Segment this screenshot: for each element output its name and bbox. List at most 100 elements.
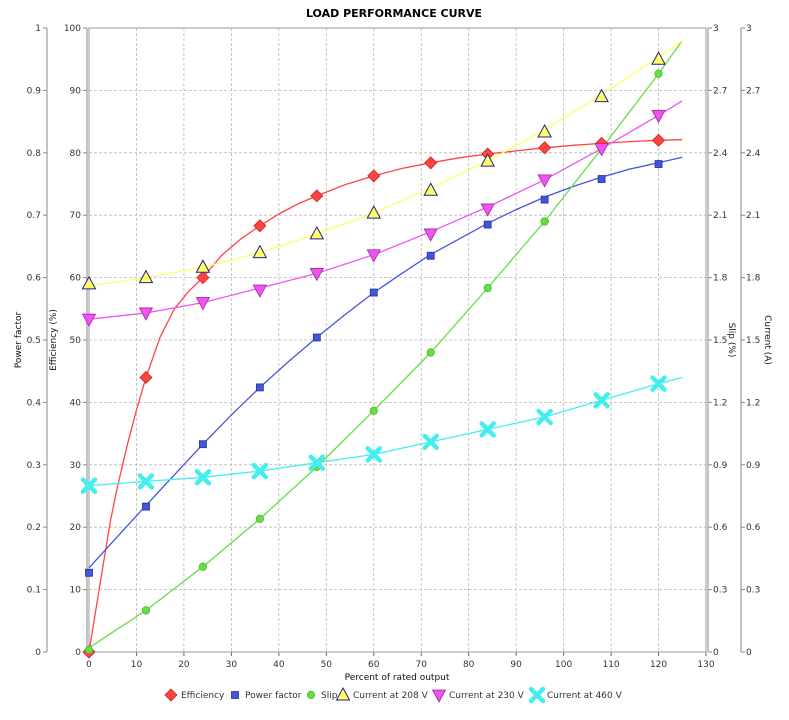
current-at-460-v-point-stroke (422, 433, 439, 451)
efficiency-point (651, 133, 666, 147)
efficiency-tick-label: 80 (70, 149, 82, 159)
current-at-208-v-point (651, 51, 666, 65)
x-tick-label: 0 (86, 660, 92, 670)
current-at-230-v-point (138, 307, 154, 321)
slip-tick-label: 1.5 (713, 336, 727, 346)
current-at-460-v-point (194, 469, 212, 486)
x-tick-label: 10 (131, 660, 143, 670)
power-factor-tick-label: 0.6 (27, 274, 42, 284)
current-at-460-v-point-stroke (137, 473, 155, 490)
current-at-460-v-point (422, 433, 439, 451)
legend-marker-current-at-460-v-stroke (528, 686, 546, 704)
legend: Efficiency Power factor Slip Current at 208… (164, 686, 623, 704)
slip-point (483, 283, 492, 293)
legend-label-current-at-230-v: Current at 230 V (449, 691, 525, 701)
slip-point (198, 562, 208, 571)
legend-marker-current-at-230-v (431, 689, 447, 703)
slip-point (540, 217, 549, 226)
current-at-460-v-point-stroke (365, 446, 383, 463)
efficiency-tick-label: 70 (70, 211, 82, 221)
current-tick-label: 3 (746, 24, 752, 34)
current-at-230-v-point (651, 109, 666, 124)
current-at-208-v-line (88, 39, 683, 287)
x-tick-label: 90 (510, 660, 522, 670)
power-factor-tick-label: 0.9 (27, 86, 42, 96)
current-at-208-v-point (309, 225, 325, 240)
legend-label-power-factor: Power factor (245, 691, 302, 701)
slip-tick-label: 0.3 (713, 586, 727, 596)
slip-tick-label: 2.1 (713, 211, 727, 221)
current-at-208-v-point (537, 123, 552, 138)
x-tick-label: 100 (555, 660, 572, 670)
current-tick-label: 1.5 (746, 336, 760, 346)
current-at-460-v-point-stroke (80, 477, 98, 494)
efficiency-axis-title: Efficiency (%) (49, 309, 59, 371)
current-at-460-v-point (650, 375, 667, 392)
current-tick-label: 1.8 (746, 274, 761, 284)
power-factor-tick-label: 1 (35, 24, 41, 34)
slip-tick-label: 2.4 (713, 149, 728, 159)
slip-point (426, 348, 435, 357)
x-tick-label: 20 (178, 660, 190, 670)
current-at-230-v-point (423, 228, 438, 242)
slip-point (654, 69, 663, 78)
efficiency-point (310, 189, 324, 203)
x-tick-label: 50 (321, 660, 333, 670)
current-at-230-v-line (88, 100, 683, 320)
current-axis-title: Current (A) (762, 315, 772, 365)
power-factor-point (540, 195, 549, 204)
efficiency-tick-label: 90 (70, 86, 82, 96)
power-factor-tick-label: 0.8 (27, 149, 42, 159)
efficiency-point (538, 141, 552, 155)
slip-tick-label: 0.6 (713, 523, 728, 533)
current-at-460-v-point (479, 421, 496, 438)
current-at-460-v-point (536, 408, 553, 426)
x-tick-label: 70 (416, 660, 428, 670)
current-at-208-v-point (195, 259, 211, 273)
power-factor-tick-label: 0.4 (27, 398, 42, 408)
current-at-208-v-point (138, 269, 154, 284)
x-tick-label: 130 (697, 660, 714, 670)
power-factor-point (255, 383, 264, 392)
slip-tick-label: 1.8 (713, 274, 728, 284)
current-at-230-v-point (594, 143, 609, 157)
legend-marker-current-at-208-v (335, 686, 351, 701)
x-tick-label: 60 (368, 660, 380, 670)
power-factor-tick-label: 0.7 (27, 211, 41, 221)
power-factor-point (142, 502, 150, 511)
efficiency-tick-label: 20 (70, 523, 82, 533)
current-at-460-v-point-stroke (593, 392, 610, 409)
slip-point (141, 606, 151, 615)
efficiency-point (253, 219, 267, 233)
legend-marker-slip (306, 690, 316, 700)
power-factor-axis-title: Power factor (14, 311, 24, 368)
legend-label-efficiency: Efficiency (181, 691, 225, 701)
x-tick-label: 120 (650, 660, 667, 670)
current-at-460-v-point-stroke (479, 421, 496, 438)
power-factor-point (483, 220, 492, 229)
current-at-208-v-point (252, 244, 268, 259)
current-tick-label: 2.1 (746, 211, 760, 221)
current-tick-label: 0.9 (746, 461, 761, 471)
current-tick-label: 0 (746, 648, 752, 658)
plot-frame (88, 27, 707, 653)
x-tick-label: 110 (602, 660, 619, 670)
legend-marker-power-factor (231, 691, 239, 699)
series-lines (88, 39, 683, 653)
power-factor-point (199, 440, 207, 449)
current-at-208-v-point (81, 275, 97, 290)
power-factor-point (597, 175, 606, 183)
x-tick-label: 30 (226, 660, 238, 670)
legend-label-slip: Slip (321, 691, 338, 701)
current-at-460-v-point-stroke (251, 462, 269, 480)
current-tick-label: 1.2 (746, 398, 760, 408)
slip-tick-label: 1.2 (713, 398, 727, 408)
power-factor-tick-label: 0.5 (27, 336, 41, 346)
current-tick-label: 2.7 (746, 86, 760, 96)
current-at-208-v-point (423, 182, 439, 196)
slip-tick-label: 0.9 (713, 461, 728, 471)
current-at-230-v-point (480, 203, 495, 217)
current-at-460-v-point (365, 446, 383, 463)
efficiency-tick-label: 40 (70, 398, 82, 408)
